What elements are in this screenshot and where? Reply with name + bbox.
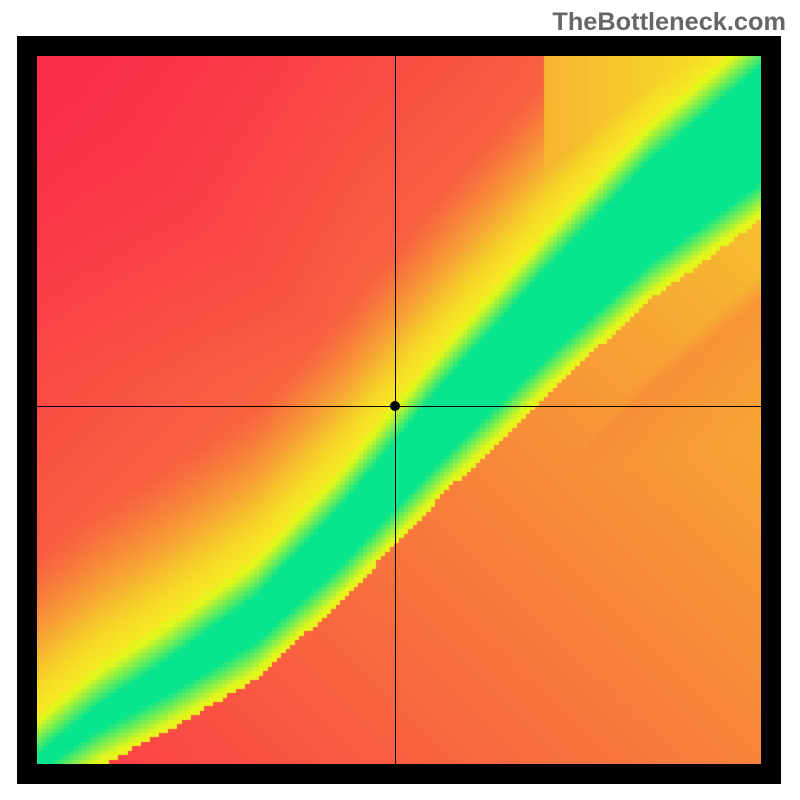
chart-container: TheBottleneck.com xyxy=(0,0,800,800)
bottleneck-heatmap xyxy=(37,56,761,764)
watermark-label: TheBottleneck.com xyxy=(552,8,786,37)
